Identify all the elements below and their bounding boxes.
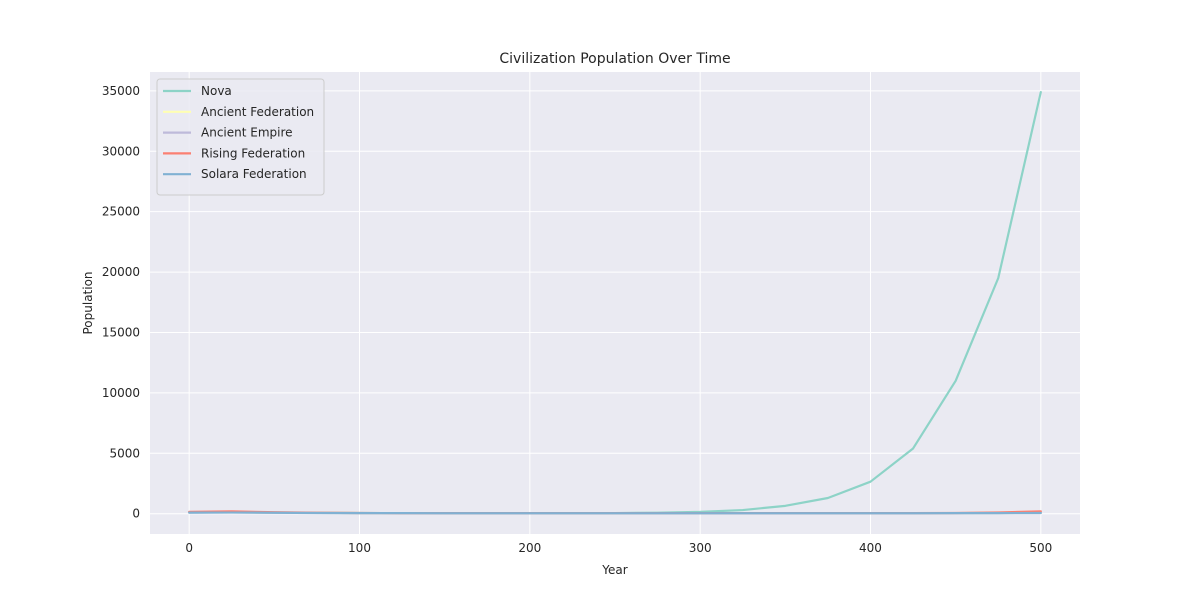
y-tick-label: 20000 bbox=[102, 265, 140, 279]
legend: Nova Ancient Federation Ancient Empire Risi… bbox=[156, 78, 325, 196]
legend-label-ancient-federation: Ancient Federation bbox=[201, 105, 314, 119]
x-tick-label: 500 bbox=[1029, 541, 1052, 555]
x-tick-label: 100 bbox=[348, 541, 371, 555]
y-tick-label: 0 bbox=[132, 507, 140, 521]
legend-box bbox=[156, 78, 325, 196]
x-tick-label: 400 bbox=[859, 541, 882, 555]
y-tick-label: 35000 bbox=[102, 84, 140, 98]
x-tick-label: 0 bbox=[185, 541, 193, 555]
x-tick-label: 300 bbox=[689, 541, 712, 555]
y-tick-label: 25000 bbox=[102, 205, 140, 219]
x-tick-label: 200 bbox=[518, 541, 541, 555]
legend-label-solara-federation: Solara Federation bbox=[201, 167, 307, 181]
x-axis-ticks: 0 100 200 300 400 500 bbox=[185, 541, 1052, 555]
legend-label-nova: Nova bbox=[201, 84, 232, 98]
legend-label-rising-federation: Rising Federation bbox=[201, 146, 305, 160]
series-line-solara-federation bbox=[188, 511, 1042, 515]
x-axis-label: Year bbox=[601, 563, 627, 577]
y-tick-label: 15000 bbox=[102, 325, 140, 339]
y-axis-label: Population bbox=[81, 271, 95, 334]
y-tick-label: 5000 bbox=[109, 446, 140, 460]
y-tick-label: 10000 bbox=[102, 386, 140, 400]
y-axis-ticks: 0 5000 10000 15000 20000 25000 30000 35000 bbox=[102, 84, 140, 521]
series-lines bbox=[188, 90, 1042, 515]
chart-title: Civilization Population Over Time bbox=[499, 51, 730, 67]
y-tick-label: 30000 bbox=[102, 144, 140, 158]
legend-label-ancient-empire: Ancient Empire bbox=[201, 126, 293, 140]
